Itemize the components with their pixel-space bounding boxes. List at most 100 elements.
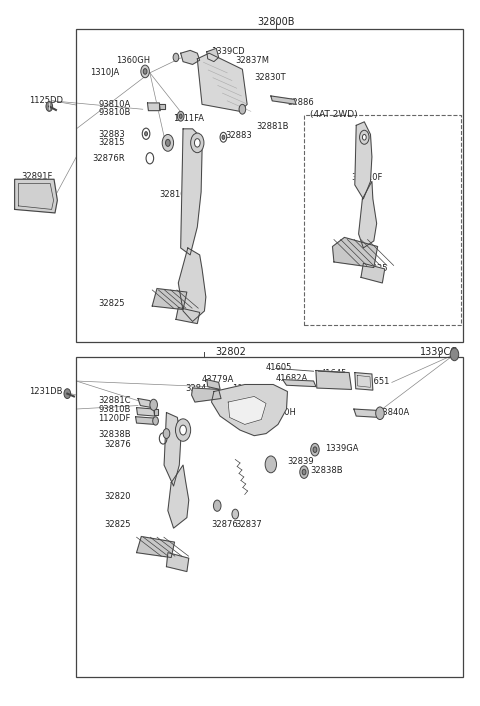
Circle shape (150, 399, 157, 410)
Polygon shape (333, 237, 378, 268)
Text: 32881C: 32881C (98, 396, 131, 405)
Polygon shape (179, 248, 206, 321)
Polygon shape (361, 263, 384, 283)
Text: 1339CD: 1339CD (212, 47, 245, 56)
Polygon shape (14, 179, 57, 213)
Circle shape (362, 134, 366, 140)
Text: 41682A: 41682A (276, 374, 308, 383)
Polygon shape (137, 537, 175, 558)
Circle shape (163, 429, 170, 438)
Polygon shape (138, 398, 152, 407)
Text: 1068AB: 1068AB (232, 384, 265, 393)
Polygon shape (316, 371, 351, 390)
Text: 32883: 32883 (98, 130, 125, 139)
Text: 43779A: 43779A (202, 375, 234, 384)
Polygon shape (197, 53, 247, 112)
Polygon shape (207, 380, 220, 390)
Polygon shape (271, 96, 296, 104)
Text: 32815: 32815 (99, 138, 125, 148)
Circle shape (232, 509, 239, 519)
Text: 32891F: 32891F (22, 172, 53, 181)
Text: 32839: 32839 (288, 457, 314, 466)
Polygon shape (207, 48, 219, 61)
Circle shape (265, 456, 276, 473)
Polygon shape (147, 103, 160, 111)
Text: 32825: 32825 (104, 520, 131, 529)
Text: 1339GA: 1339GA (325, 444, 359, 453)
Polygon shape (167, 553, 189, 572)
Circle shape (191, 133, 204, 152)
Polygon shape (159, 104, 165, 109)
Text: 93810B: 93810B (98, 108, 131, 117)
Text: 1125DD: 1125DD (29, 96, 63, 105)
Text: 1231DB: 1231DB (29, 387, 62, 396)
Text: 1310JA: 1310JA (90, 68, 119, 78)
Polygon shape (228, 397, 266, 424)
Circle shape (162, 134, 174, 151)
Circle shape (153, 417, 158, 425)
Circle shape (214, 500, 221, 511)
Text: 32876R: 32876R (93, 154, 125, 163)
Text: 32802: 32802 (215, 347, 246, 357)
Text: 32886: 32886 (288, 97, 314, 107)
Text: 93810A: 93810A (98, 100, 131, 109)
Text: (4AT 2WD): (4AT 2WD) (310, 109, 358, 119)
Circle shape (64, 389, 71, 398)
Text: 41645: 41645 (321, 378, 347, 387)
Text: 32837M: 32837M (235, 56, 269, 65)
Polygon shape (168, 465, 189, 528)
Text: 32830T: 32830T (254, 73, 286, 82)
Circle shape (173, 53, 179, 61)
Circle shape (300, 466, 308, 479)
Text: 32837: 32837 (235, 520, 262, 529)
Circle shape (360, 131, 369, 144)
Text: 1360GH: 1360GH (116, 56, 150, 65)
Circle shape (144, 131, 147, 136)
Circle shape (376, 407, 384, 419)
Circle shape (239, 104, 246, 114)
Text: 32838B: 32838B (98, 431, 131, 439)
Circle shape (222, 135, 225, 139)
Text: 41651: 41651 (363, 376, 390, 385)
Circle shape (450, 348, 459, 361)
Text: 32800B: 32800B (257, 17, 294, 27)
Polygon shape (154, 409, 158, 414)
Polygon shape (176, 308, 200, 323)
Polygon shape (164, 412, 180, 486)
Polygon shape (354, 409, 380, 417)
Text: 32881B: 32881B (257, 121, 289, 131)
Circle shape (178, 112, 184, 121)
Circle shape (141, 65, 149, 78)
Polygon shape (136, 417, 156, 424)
Circle shape (179, 114, 182, 119)
Circle shape (302, 469, 306, 475)
Text: 32876: 32876 (104, 440, 131, 448)
Circle shape (176, 419, 191, 441)
Polygon shape (283, 380, 316, 387)
Text: 32810F: 32810F (159, 190, 191, 199)
Polygon shape (355, 122, 372, 199)
Text: 1120DF: 1120DF (98, 414, 131, 424)
Text: 32838B: 32838B (310, 466, 343, 475)
Text: 32847P: 32847P (185, 384, 217, 393)
Polygon shape (180, 50, 200, 64)
Polygon shape (192, 388, 221, 402)
Text: 41605: 41605 (266, 362, 292, 371)
Text: 32883: 32883 (226, 131, 252, 140)
Polygon shape (212, 385, 288, 436)
Text: 32810F: 32810F (351, 174, 383, 182)
Polygon shape (180, 129, 202, 255)
Circle shape (313, 447, 317, 453)
Text: 32876: 32876 (212, 520, 238, 529)
Circle shape (143, 68, 147, 74)
Text: 93810B: 93810B (98, 405, 131, 414)
Circle shape (194, 138, 200, 147)
Polygon shape (359, 181, 377, 248)
Polygon shape (355, 373, 373, 390)
Polygon shape (137, 407, 155, 416)
Text: 41645: 41645 (321, 369, 347, 378)
Circle shape (166, 139, 170, 146)
Text: 32820: 32820 (104, 492, 131, 501)
Text: 32825: 32825 (99, 299, 125, 309)
Text: 32850H: 32850H (264, 408, 297, 417)
